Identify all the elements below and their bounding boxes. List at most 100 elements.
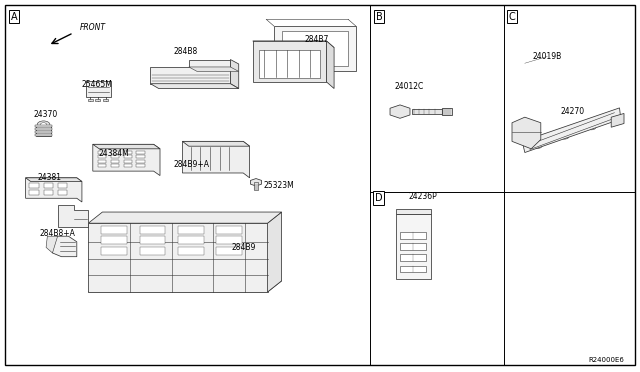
Text: 25465M: 25465M (82, 80, 113, 89)
Bar (400, 232, 426, 239)
Bar (136, 160, 145, 163)
Bar (400, 266, 426, 272)
Bar (136, 155, 145, 158)
Circle shape (40, 123, 47, 126)
Polygon shape (58, 205, 88, 227)
Bar (124, 164, 132, 167)
Bar (86, 81, 111, 97)
Polygon shape (182, 141, 250, 146)
Bar (36, 125, 51, 136)
Polygon shape (611, 113, 624, 127)
Bar (44, 190, 53, 195)
Bar (29, 190, 39, 195)
Bar (396, 214, 431, 279)
Bar (400, 243, 426, 250)
Bar (442, 108, 452, 115)
Text: 24236P: 24236P (408, 192, 436, 201)
Text: C: C (509, 12, 515, 22)
Polygon shape (522, 108, 621, 153)
Polygon shape (46, 236, 58, 253)
Text: 284B8+A: 284B8+A (40, 229, 76, 238)
Bar (111, 155, 119, 158)
Polygon shape (253, 41, 334, 48)
Text: FRONT: FRONT (80, 23, 106, 32)
Bar (35, 134, 52, 136)
Polygon shape (26, 178, 82, 182)
Polygon shape (88, 223, 268, 292)
Polygon shape (326, 41, 334, 89)
Bar (111, 151, 119, 154)
Polygon shape (253, 41, 326, 82)
Bar (111, 160, 119, 163)
Bar (98, 160, 106, 163)
Polygon shape (230, 60, 239, 89)
Circle shape (395, 109, 405, 115)
Bar (124, 155, 132, 158)
Polygon shape (268, 212, 282, 292)
Bar (35, 131, 52, 133)
Bar (140, 236, 165, 244)
Text: 25323M: 25323M (263, 181, 294, 190)
Bar (101, 247, 127, 255)
Polygon shape (93, 144, 160, 176)
Bar (98, 155, 106, 158)
Polygon shape (259, 50, 320, 78)
Bar (101, 226, 127, 234)
Text: 24012C: 24012C (395, 82, 424, 91)
Polygon shape (88, 281, 282, 292)
Polygon shape (189, 67, 239, 71)
Circle shape (37, 121, 50, 128)
Bar (412, 109, 442, 114)
Bar (254, 182, 258, 190)
Polygon shape (88, 212, 282, 223)
Polygon shape (182, 141, 250, 178)
Text: 24270: 24270 (561, 107, 585, 116)
Polygon shape (396, 209, 431, 214)
Bar (58, 183, 67, 188)
Text: 24019B: 24019B (532, 52, 562, 61)
Bar (178, 226, 204, 234)
Bar (140, 226, 165, 234)
Text: A: A (11, 12, 17, 22)
Bar (216, 226, 242, 234)
Bar (216, 247, 242, 255)
Bar (88, 99, 93, 101)
Polygon shape (250, 179, 262, 186)
Polygon shape (52, 236, 77, 257)
Bar (140, 247, 165, 255)
Bar (98, 151, 106, 154)
Bar (136, 151, 145, 154)
Text: 24370: 24370 (34, 110, 58, 119)
Polygon shape (150, 60, 230, 84)
Text: 284B8: 284B8 (173, 47, 198, 56)
Bar (58, 190, 67, 195)
Bar (124, 151, 132, 154)
Text: D: D (375, 193, 383, 203)
Polygon shape (93, 144, 160, 149)
Text: 24381: 24381 (38, 173, 62, 182)
Bar (103, 99, 108, 101)
Bar (35, 128, 52, 130)
Bar (178, 247, 204, 255)
Text: 284B9+A: 284B9+A (174, 160, 210, 169)
Bar (29, 183, 39, 188)
Bar (101, 236, 127, 244)
Polygon shape (274, 26, 356, 71)
Polygon shape (282, 31, 348, 66)
Circle shape (533, 143, 542, 148)
Text: 24384M: 24384M (99, 149, 129, 158)
Circle shape (560, 134, 569, 139)
Text: R24000E6: R24000E6 (588, 357, 624, 363)
Bar (178, 236, 204, 244)
Circle shape (587, 125, 596, 130)
Bar (124, 160, 132, 163)
Text: B: B (376, 12, 382, 22)
Bar (400, 254, 426, 261)
Bar (216, 236, 242, 244)
Polygon shape (150, 84, 239, 89)
Polygon shape (390, 105, 410, 118)
Polygon shape (512, 117, 541, 149)
Bar (98, 164, 106, 167)
Bar (44, 183, 53, 188)
Text: 284B9: 284B9 (231, 243, 255, 252)
